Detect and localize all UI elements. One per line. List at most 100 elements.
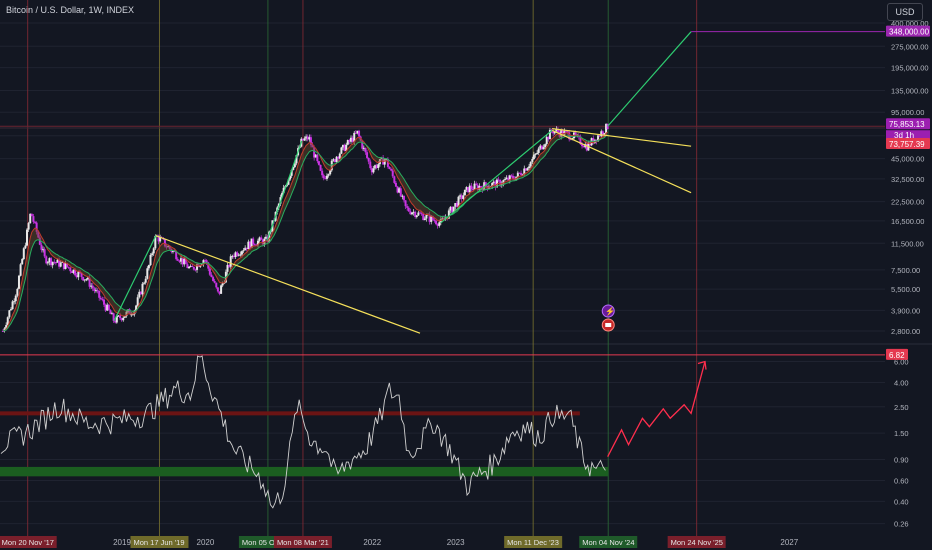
candle-body	[290, 169, 293, 176]
candle-body	[3, 328, 6, 332]
candle-body	[50, 258, 53, 266]
candle-body	[205, 260, 208, 263]
candle-body	[220, 285, 223, 294]
candle-body	[27, 223, 30, 230]
candle-body	[152, 248, 155, 254]
candle-body	[51, 261, 54, 266]
candle-body	[282, 187, 285, 194]
projection-arrowhead	[697, 360, 707, 370]
date-tag-bg	[273, 536, 332, 548]
candle-body	[492, 181, 495, 183]
candle-body	[463, 189, 466, 196]
candle-body	[505, 177, 508, 180]
candle-body	[394, 182, 397, 187]
candle-body	[582, 146, 585, 148]
candle-body	[592, 138, 595, 144]
candle-body	[40, 244, 43, 250]
candle-body	[552, 131, 555, 134]
candle-body	[154, 235, 157, 249]
candle-body	[80, 272, 83, 277]
candle-body	[306, 136, 309, 140]
candle-body	[321, 170, 324, 176]
price-tick-label: 195,000.00	[891, 64, 929, 73]
candle-body	[268, 231, 271, 242]
candle-body	[398, 188, 401, 193]
candle-body	[11, 301, 14, 310]
candle-body	[487, 187, 490, 189]
candle-body	[523, 168, 526, 175]
candle-body	[67, 266, 70, 268]
candle-body	[386, 159, 389, 167]
osc-red-band	[0, 411, 580, 416]
date-tag: Mon 24 Nov '25	[671, 538, 723, 547]
candle-body	[202, 260, 205, 265]
candle-body	[409, 211, 412, 215]
candle-body	[196, 264, 199, 270]
candle-body	[380, 157, 383, 160]
candle-body	[281, 193, 284, 198]
target-price-label-bg	[886, 25, 930, 37]
candle-body	[139, 291, 142, 295]
candle-body	[86, 277, 89, 280]
candle-body	[236, 252, 239, 256]
countdown-label: 3d 1h	[894, 131, 914, 140]
candle-body	[603, 133, 606, 135]
candle-body	[141, 283, 144, 295]
candle-body	[17, 275, 20, 289]
candle-body	[601, 131, 604, 135]
price-tick-label: 32,500.00	[891, 175, 924, 184]
candle-body	[45, 256, 48, 264]
candle-body	[507, 177, 510, 181]
candle-body	[218, 291, 221, 294]
candle-body	[136, 297, 139, 306]
candle-body	[58, 259, 61, 267]
candle-body	[66, 263, 69, 267]
candle-body	[436, 224, 439, 226]
time-label: 2019	[113, 538, 131, 547]
candle-body	[232, 255, 235, 258]
candle-body	[547, 136, 550, 140]
current-price-label-bg	[886, 118, 930, 130]
candle-body	[167, 246, 170, 248]
candle-body	[382, 157, 385, 165]
candle-body	[253, 244, 256, 246]
candle-body	[579, 136, 582, 145]
candle-body	[13, 301, 16, 303]
candle-body	[178, 260, 181, 262]
candle-body	[53, 261, 56, 263]
candle-body	[504, 179, 507, 181]
candle-body	[531, 159, 534, 162]
oscillator-projection	[607, 361, 706, 458]
candle-body	[101, 299, 104, 301]
osc-tick-label: 0.60	[894, 476, 909, 485]
candle-body	[151, 253, 154, 255]
candle-body	[250, 238, 253, 249]
candle-body	[574, 132, 577, 136]
candle-body	[383, 159, 386, 165]
candle-body	[526, 168, 529, 171]
candle-body	[102, 299, 105, 305]
candle-body	[462, 195, 465, 199]
candle-body	[540, 145, 543, 150]
candle-body	[107, 304, 110, 311]
candle-body	[143, 282, 146, 284]
candle-body	[98, 290, 101, 298]
candle-body	[287, 179, 290, 185]
candle-body	[518, 172, 521, 174]
candle-body	[476, 184, 479, 190]
time-label: 2020	[197, 538, 215, 547]
candle-body	[351, 137, 354, 142]
candle-body	[528, 166, 531, 169]
candle-body	[388, 166, 391, 170]
candle-body	[358, 130, 361, 137]
currency-button[interactable]: USD	[887, 3, 923, 21]
candle-body	[74, 269, 77, 276]
candle-body	[491, 182, 494, 187]
candle-body	[111, 313, 114, 315]
candle-body	[135, 305, 138, 311]
candle-body	[422, 214, 425, 221]
candle-body	[350, 137, 353, 142]
osc-current-label-bg	[886, 348, 908, 360]
candle-body	[571, 138, 574, 140]
